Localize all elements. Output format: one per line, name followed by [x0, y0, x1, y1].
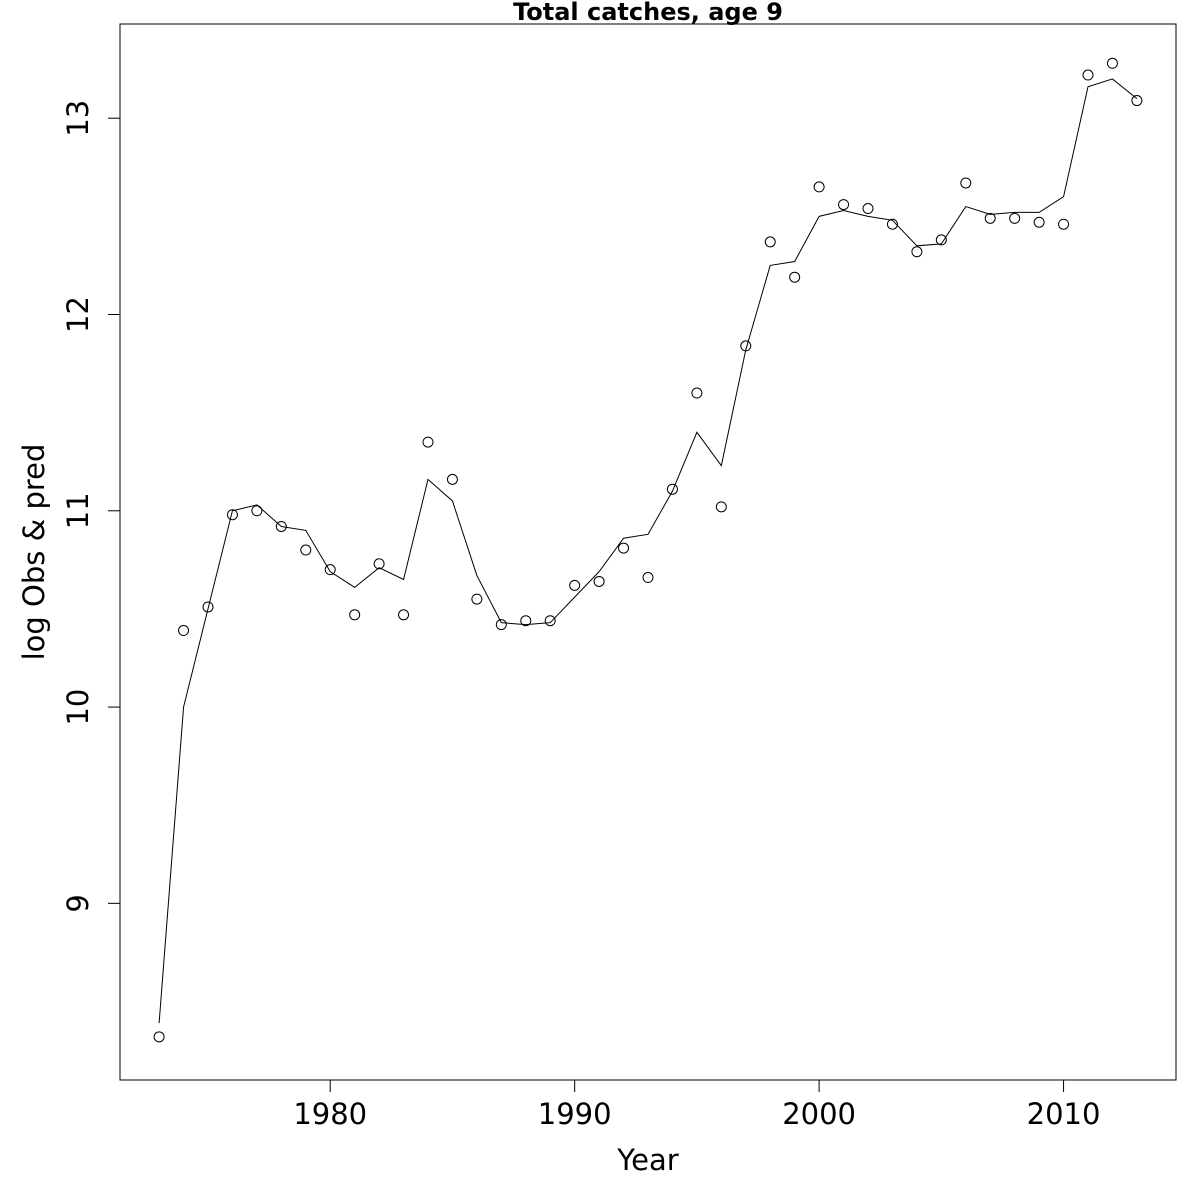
chart-title: Total catches, age 9: [513, 0, 783, 26]
observed-point: [1033, 216, 1045, 228]
x-tick-label: 2010: [1027, 1097, 1101, 1131]
observed-point: [520, 615, 532, 627]
observed-point: [300, 544, 312, 556]
observed-point: [569, 579, 581, 591]
observed-point: [226, 509, 238, 521]
predicted-line: [158, 78, 1138, 1024]
x-tick-label: 1990: [538, 1097, 612, 1131]
observed-point: [984, 212, 996, 224]
y-tick-label: 9: [61, 894, 95, 912]
observed-point: [275, 520, 287, 532]
observed-point: [1106, 57, 1118, 69]
observed-point: [618, 542, 630, 554]
observed-point: [740, 340, 752, 352]
observed-point: [911, 246, 923, 258]
observed-point: [544, 615, 556, 627]
x-tick-label: 1980: [293, 1097, 367, 1131]
y-tick-label: 11: [61, 492, 95, 529]
observed-point: [642, 572, 654, 584]
x-tick-label: 2000: [782, 1097, 856, 1131]
y-tick-label: 13: [61, 100, 95, 137]
observed-point: [764, 236, 776, 248]
observed-point: [789, 271, 801, 283]
observed-point: [1009, 212, 1021, 224]
observed-point: [862, 203, 874, 215]
x-axis: 1980 1990 2000 2010: [293, 1079, 1101, 1131]
observed-point: [666, 483, 678, 495]
observed-point: [1131, 95, 1143, 107]
observed-point: [715, 501, 727, 513]
observed-point: [813, 181, 825, 193]
observed-point: [838, 199, 850, 211]
observed-point: [691, 387, 703, 399]
observed-point: [373, 558, 385, 570]
observed-point: [398, 609, 410, 621]
observed-point: [324, 564, 336, 576]
observed-point: [251, 505, 263, 517]
observed-point: [202, 601, 214, 613]
y-tick-label: 12: [61, 296, 95, 333]
observed-point: [471, 593, 483, 605]
y-axis-label: log Obs & pred: [17, 444, 51, 661]
observed-series: [153, 57, 1143, 1043]
y-axis: 9 10 11 12 13: [61, 100, 121, 913]
observed-point: [178, 625, 190, 637]
observed-point: [960, 177, 972, 189]
observed-point: [446, 473, 458, 485]
observed-point: [495, 619, 507, 631]
observed-point: [153, 1031, 165, 1043]
observed-point: [422, 436, 434, 448]
predicted-series: [158, 78, 1138, 1024]
observed-point: [886, 218, 898, 230]
observed-point: [349, 609, 361, 621]
x-axis-label: Year: [616, 1143, 678, 1177]
y-tick-label: 10: [61, 689, 95, 726]
observed-point: [935, 234, 947, 246]
observed-point: [1082, 69, 1094, 81]
observed-point: [1058, 218, 1070, 230]
observed-point: [593, 575, 605, 587]
